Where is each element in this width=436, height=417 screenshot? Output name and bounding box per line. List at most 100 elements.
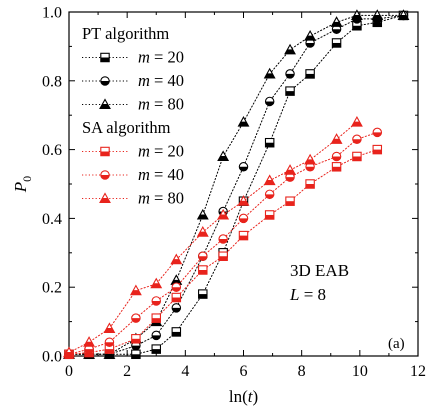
data-point — [350, 9, 363, 20]
data-point — [331, 151, 342, 162]
y-axis-title: P0 — [11, 176, 34, 193]
x-tick-label: 8 — [298, 363, 306, 380]
data-point — [304, 29, 317, 41]
data-point — [330, 133, 343, 144]
data-point — [237, 115, 250, 127]
data-point — [129, 284, 142, 296]
data-point — [218, 234, 228, 244]
data-point — [151, 313, 162, 323]
data-point — [84, 344, 94, 354]
y-tick-label: 0.6 — [42, 142, 62, 159]
data-point — [171, 327, 182, 337]
data-point — [264, 96, 275, 107]
x-tick-label: 2 — [123, 363, 131, 380]
data-point — [198, 251, 208, 261]
data-point — [264, 137, 275, 148]
data-series — [63, 9, 410, 360]
x-axis-title: ln(t) — [229, 387, 258, 406]
data-point — [397, 9, 410, 20]
x-tick-label: 10 — [352, 363, 368, 380]
data-point — [331, 24, 342, 34]
data-point — [305, 179, 315, 189]
data-point — [171, 303, 182, 313]
data-point — [285, 196, 295, 206]
annotation-system: 3D EAB — [290, 261, 349, 280]
data-point — [104, 337, 115, 347]
x-tick-label: 0 — [65, 363, 73, 380]
data-point — [284, 43, 296, 55]
legend: PT algorithm m = 20 m = 40 m = 80 SA algorit… — [82, 24, 184, 208]
data-point — [198, 289, 208, 299]
series-sa-m-80 — [63, 115, 363, 358]
x-tick-label: 12 — [410, 363, 426, 380]
data-point — [131, 340, 141, 351]
data-point — [238, 230, 249, 241]
data-point — [63, 346, 75, 358]
annotations: 3D EAB L = 8 (a) — [289, 261, 405, 352]
data-point — [238, 213, 249, 224]
annotation-size: L = 8 — [289, 285, 326, 304]
data-point — [217, 150, 230, 162]
data-point — [238, 162, 249, 172]
legend-marker — [99, 98, 111, 110]
data-point — [352, 151, 362, 162]
legend-title: SA algorithm — [82, 118, 171, 137]
data-point — [264, 189, 275, 200]
plot-frame — [68, 11, 419, 357]
data-point — [285, 172, 295, 182]
data-point — [264, 210, 275, 220]
series-pt-m-80 — [63, 9, 410, 359]
data-point — [131, 349, 141, 360]
data-point — [103, 322, 116, 334]
axes: 0 2 4 6 8 10 12 0.0 0.2 0.4 0.6 0.8 1.0 ln(t) P0 — [11, 5, 426, 407]
data-point — [150, 277, 163, 289]
legend-marker — [100, 76, 110, 86]
data-point — [331, 38, 342, 48]
data-point — [263, 174, 276, 186]
legend-marker — [99, 192, 111, 204]
series-line — [68, 14, 404, 355]
data-point — [198, 265, 208, 275]
data-point — [217, 208, 230, 220]
data-point — [171, 282, 182, 292]
data-point — [171, 292, 182, 303]
data-point — [371, 9, 384, 20]
data-point — [330, 16, 343, 27]
data-point — [372, 144, 383, 155]
legend-label: m = 80 — [138, 189, 184, 208]
data-point — [196, 208, 209, 220]
data-point — [151, 296, 162, 306]
legend-label: m = 20 — [138, 142, 184, 161]
data-point — [304, 153, 317, 165]
data-point — [372, 127, 383, 138]
data-point — [305, 38, 315, 48]
data-point — [263, 67, 276, 79]
series-line — [68, 149, 378, 355]
data-point — [218, 251, 228, 261]
series-line — [68, 121, 358, 354]
legend-title: PT algorithm — [82, 24, 169, 43]
series-pt-m-40 — [64, 10, 409, 360]
data-point — [284, 164, 296, 175]
data-point — [350, 115, 363, 127]
legend-label: m = 20 — [138, 48, 184, 67]
data-point — [237, 195, 250, 206]
data-point — [151, 330, 162, 341]
legend-label: m = 40 — [138, 165, 184, 184]
data-point — [170, 253, 183, 265]
data-point — [285, 69, 295, 79]
data-point — [305, 69, 315, 79]
data-point — [196, 226, 209, 237]
panel-label: (a) — [388, 336, 405, 352]
data-point — [285, 86, 295, 96]
series-line — [68, 14, 404, 355]
data-point — [83, 336, 96, 347]
y-tick-label: 0.0 — [42, 349, 62, 366]
legend-marker — [100, 52, 110, 63]
y-tick-label: 0.4 — [42, 211, 62, 228]
legend-label: m = 40 — [138, 71, 184, 90]
y-tick-label: 1.0 — [42, 5, 62, 22]
x-tick-label: 6 — [240, 363, 248, 380]
data-point — [352, 134, 362, 145]
